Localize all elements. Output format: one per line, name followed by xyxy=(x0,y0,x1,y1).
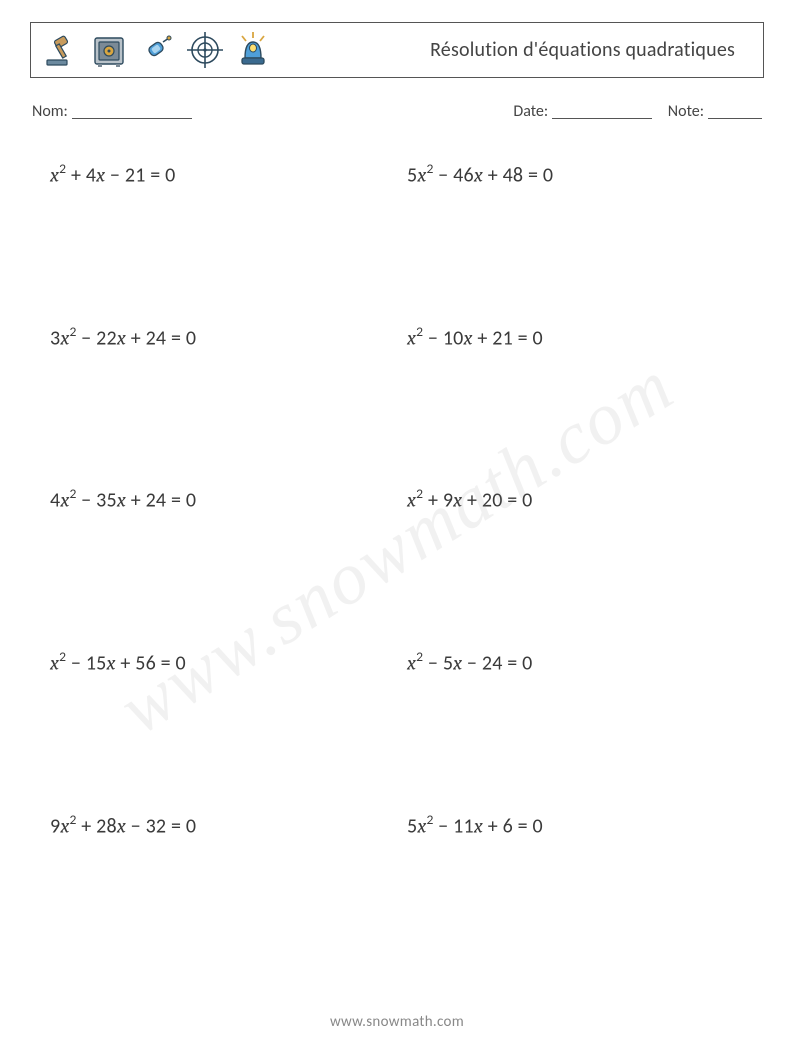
equation: x2 − 10x + 21 = 0 xyxy=(407,324,744,351)
meta-row: Nom: Date: Note: xyxy=(30,100,764,121)
equation: x2 − 5x − 24 = 0 xyxy=(407,649,744,676)
gavel-icon xyxy=(39,28,83,72)
siren-icon xyxy=(231,28,275,72)
name-label: Nom: xyxy=(32,102,68,121)
date-label: Date: xyxy=(513,102,548,121)
worksheet-title: Résolution d'équations quadratiques xyxy=(430,38,735,62)
equation: 9x2 + 28x − 32 = 0 xyxy=(50,812,387,839)
equation: 3x2 − 22x + 24 = 0 xyxy=(50,324,387,351)
name-blank[interactable] xyxy=(72,103,192,119)
name-field: Nom: xyxy=(32,100,192,121)
worksheet-page: Résolution d'équations quadratiques Nom:… xyxy=(0,0,794,838)
equation: x2 − 15x + 56 = 0 xyxy=(50,649,387,676)
safe-icon xyxy=(87,28,131,72)
header-icons xyxy=(39,28,275,72)
date-blank[interactable] xyxy=(552,103,652,119)
crosshair-icon xyxy=(183,28,227,72)
satellite-icon xyxy=(135,28,179,72)
problem-grid: x2 + 4x − 21 = 0 5x2 − 46x + 48 = 0 3x2 − … xyxy=(30,161,764,838)
note-label: Note: xyxy=(668,102,704,121)
date-note-field: Date: Note: xyxy=(513,100,762,121)
equation: 5x2 − 46x + 48 = 0 xyxy=(407,161,744,188)
equation: x2 + 9x + 20 = 0 xyxy=(407,486,744,513)
equation: x2 + 4x − 21 = 0 xyxy=(50,161,387,188)
note-blank[interactable] xyxy=(708,103,762,119)
equation: 5x2 − 11x + 6 = 0 xyxy=(407,812,744,839)
equation: 4x2 − 35x + 24 = 0 xyxy=(50,486,387,513)
header-box: Résolution d'équations quadratiques xyxy=(30,22,764,78)
footer-url: www.snowmath.com xyxy=(0,1013,794,1031)
